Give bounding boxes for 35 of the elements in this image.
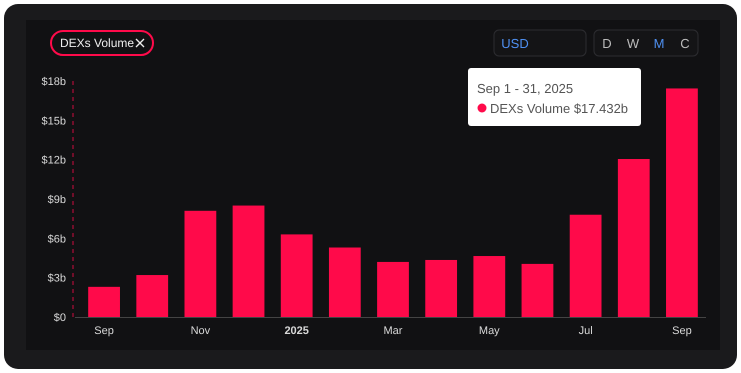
text: C: [680, 36, 690, 51]
bar: [328, 248, 361, 317]
annotation: Sep 1 - 31, 2025: [477, 81, 574, 96]
bar: [280, 234, 313, 317]
bar: [232, 206, 264, 317]
bar: [184, 210, 216, 317]
y-tick-label: $9b: [48, 194, 66, 206]
y-tick-label: $0: [54, 312, 66, 324]
y-tick-label: $12b: [42, 154, 66, 167]
x-tick-label: May: [478, 325, 500, 337]
text: D: [602, 36, 612, 51]
y-tick-label: $6b: [48, 233, 66, 246]
bar: [136, 275, 168, 317]
text: USD: [501, 36, 529, 51]
bar: [425, 260, 458, 317]
x-tick-label: Jul: [578, 325, 593, 337]
x-tick-label: Mar: [384, 325, 403, 337]
annotation: DEXs Volume $17.432b: [490, 101, 628, 116]
text: W: [626, 36, 640, 51]
x-tick-label: 2025: [284, 325, 309, 337]
bar: [618, 159, 650, 317]
bar: [666, 88, 698, 317]
bar: [522, 264, 554, 317]
x-tick-label: Sep: [672, 325, 692, 337]
bar: [377, 262, 409, 317]
text: DEXs Volume: [60, 36, 134, 50]
x-tick-label: Sep: [94, 325, 114, 337]
y-tick-label: $15b: [42, 115, 66, 128]
text: M: [654, 36, 664, 51]
y-tick-label: $18b: [42, 76, 66, 88]
bar: [570, 214, 602, 317]
bar: [473, 256, 506, 317]
x-tick-label: Nov: [190, 325, 211, 337]
y-tick-label: $3b: [48, 272, 66, 285]
bar: [88, 286, 120, 317]
